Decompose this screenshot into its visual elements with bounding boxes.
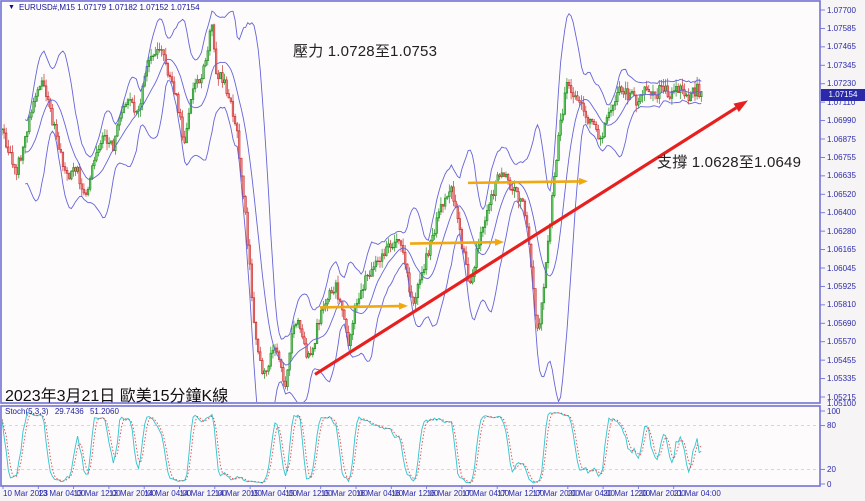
step-resistance-3[interactable] <box>467 180 580 185</box>
stoch-tick-label: 80 <box>827 421 836 431</box>
time-tick-label: 21 Mar 04:00 <box>673 489 721 498</box>
time-tick-label: 17 Mar 04:00 <box>461 489 510 498</box>
stoch-value-d: 51.2060 <box>89 407 119 416</box>
down-candle-bodies <box>2 24 701 388</box>
price-tick-label: 1.05810 <box>827 300 856 310</box>
price-tick-label: 1.06280 <box>827 226 856 236</box>
time-tick-label: 14 Mar 20:00 <box>214 489 262 498</box>
price-tick-label: 1.06875 <box>827 134 856 144</box>
time-tick-label: 15 Mar 04:00 <box>250 489 298 498</box>
price-tick-label: 1.07465 <box>827 42 856 52</box>
step-resistance-3-arrowhead[interactable] <box>578 177 588 186</box>
time-tick-label: 16 Mar 04:00 <box>356 489 404 498</box>
stoch-tick-label: 0 <box>827 479 832 489</box>
price-tick-label: 1.07110 <box>827 97 856 107</box>
trend-lines-layer[interactable] <box>314 100 748 376</box>
time-tick-label: 17 Mar 12:00 <box>497 489 545 498</box>
stoch-value-k: 29.7436 <box>54 407 84 416</box>
stochastic-indicator-label: Stoch(5,3,3) 29.7436 51.2060 <box>5 407 119 416</box>
time-tick-label: 17 Mar 20:00 <box>532 489 580 498</box>
step-resistance-1[interactable] <box>319 304 400 309</box>
price-boundary-label: 1.05100 <box>827 399 856 408</box>
stoch-tick-label: 20 <box>827 464 836 474</box>
time-tick-label: 15 Mar 20:00 <box>320 489 368 498</box>
ascending-support-trendline-arrowhead[interactable] <box>733 100 748 113</box>
stoch-panel-frame[interactable] <box>0 405 821 487</box>
price-tick-label: 1.05335 <box>827 374 856 384</box>
time-tick-label: 20 Mar 20:00 <box>638 489 686 498</box>
support-annotation[interactable]: 支撐 1.0628至1.0649 <box>657 154 802 171</box>
price-tick-label: 1.06045 <box>827 263 856 273</box>
ascending-support-trendline[interactable] <box>314 106 738 376</box>
price-tick-label: 1.05690 <box>827 318 856 328</box>
time-tick-label: 13 Mar 04:00 <box>38 489 86 498</box>
time-tick-label: 14 Mar 04:00 <box>144 489 192 498</box>
price-tick-label: 1.06990 <box>827 116 856 126</box>
time-tick-label: 16 Mar 12:00 <box>391 489 439 498</box>
step-resistance-2[interactable] <box>409 240 496 245</box>
price-tick-label: 1.07345 <box>827 60 856 70</box>
price-tick-label: 1.06755 <box>827 152 856 162</box>
time-tick-label: 13 Mar 12:00 <box>73 489 121 498</box>
stochastic-layer[interactable] <box>2 411 702 484</box>
up-candle-bodies <box>2 24 703 388</box>
stoch-tick-label: 100 <box>827 406 841 416</box>
price-tick-label: 1.05925 <box>827 281 856 291</box>
price-tick-label: 1.05570 <box>827 337 856 347</box>
lower-bollinger-band[interactable] <box>24 80 702 457</box>
time-tick-label: 16 Mar 20:00 <box>426 489 474 498</box>
candles-layer[interactable] <box>1 10 703 457</box>
resistance-annotation[interactable]: 壓力 1.0728至1.0753 <box>293 43 438 60</box>
date-note-annotation[interactable]: 2023年3月21日 歐美15分鐘K線 <box>5 388 229 405</box>
time-tick-label: 10 Mar 2023 <box>3 489 48 498</box>
price-tick-label: 1.07585 <box>827 23 856 33</box>
price-tick-label: 1.05215 <box>827 392 856 402</box>
price-tick-label: 1.06165 <box>827 245 856 255</box>
time-tick-label: 20 Mar 04:00 <box>567 489 615 498</box>
middle-bollinger-band[interactable] <box>25 58 702 366</box>
time-tick-label: 14 Mar 12:00 <box>179 489 227 498</box>
price-tick-label: 1.07230 <box>827 79 856 89</box>
price-tick-label: 1.05455 <box>827 355 856 365</box>
time-tick-label: 13 Mar 20:00 <box>108 489 157 498</box>
stoch-name: Stoch(5,3,3) <box>5 407 49 416</box>
price-tick-label: 1.06400 <box>827 208 856 218</box>
step-resistance-1-arrowhead[interactable] <box>398 302 408 310</box>
price-panel-frame[interactable] <box>0 0 821 404</box>
current-price-badge: 1.07154 <box>821 89 865 101</box>
symbol-dropdown-icon[interactable]: ▼ <box>8 3 15 11</box>
time-tick-label: 15 Mar 12:00 <box>285 489 333 498</box>
price-tick-label: 1.07700 <box>827 5 856 15</box>
time-tick-label: 20 Mar 12:00 <box>603 489 651 498</box>
price-tick-label: 1.06520 <box>827 189 856 199</box>
step-resistance-2-arrowhead[interactable] <box>494 238 504 246</box>
price-tick-label: 1.06635 <box>827 171 856 181</box>
upper-bollinger-band[interactable] <box>24 10 702 340</box>
symbol-ohlc-header: ▼ EURUSD#,M15 1.07179 1.07182 1.07152 1.… <box>8 3 200 12</box>
stoch-k-line <box>2 411 702 484</box>
symbol-ohlc-text: EURUSD#,M15 1.07179 1.07182 1.07152 1.07… <box>18 3 200 12</box>
